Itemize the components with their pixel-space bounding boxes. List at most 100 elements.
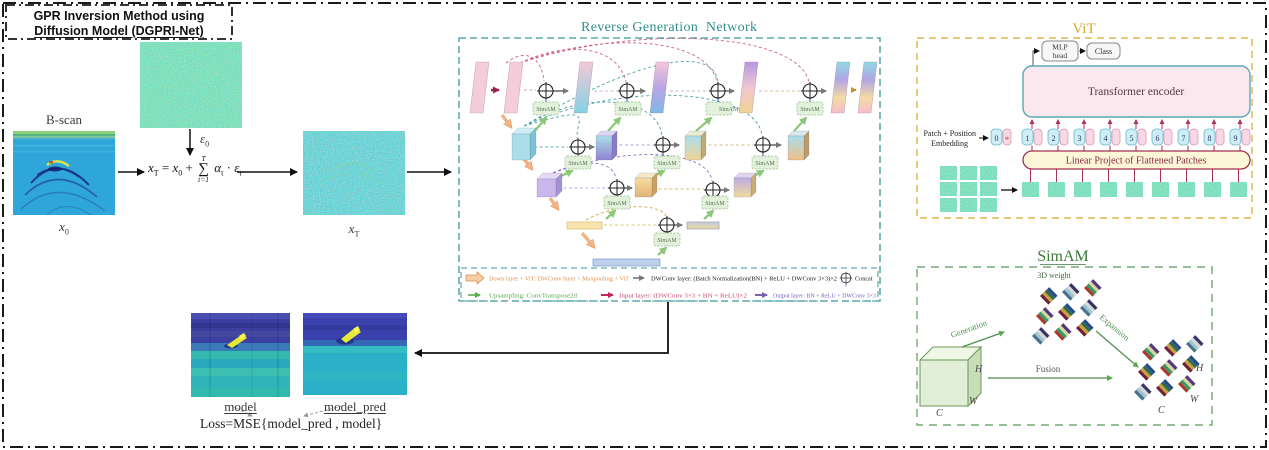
simam-box-label: SimAM [800, 107, 820, 113]
svg-text:0: 0 [995, 134, 999, 143]
simam-box-label: SimAM [568, 161, 588, 167]
token-2: 2 [1047, 128, 1069, 146]
linear-projection-label: Linear Project of Flattened Patches [1066, 156, 1207, 167]
formula-x0: x0 [172, 160, 183, 178]
vit-title: ViT [1072, 21, 1095, 37]
formula-eps: εt [234, 160, 242, 178]
grid-c-label: C [1158, 405, 1165, 416]
mlp-head-box [1041, 40, 1079, 62]
simam-box-label: SimAM [755, 161, 775, 167]
sigma-sum: T ∑ t=1 [198, 154, 210, 184]
simam-box-label: SimAM [719, 107, 739, 113]
model-image [191, 313, 290, 397]
token-3: 3 [1073, 128, 1095, 146]
simam-box-label: SimAM [657, 238, 677, 244]
legend-output-label: Output layer: BN + ReLU + DWConv 3×3 [773, 293, 876, 300]
grid-w-label: W [1190, 394, 1200, 405]
cube-c-label: C [936, 408, 943, 419]
mlp-head-label-2: head [1053, 51, 1067, 60]
modelpred-to-loss-arrow [303, 405, 343, 418]
model-pred-image [303, 313, 407, 395]
token-5: 5 [1125, 128, 1147, 146]
generation-label: Generation [949, 317, 989, 340]
encoder-to-mlp-line [1032, 48, 1040, 66]
patch-position-label-1: Patch + Position [923, 129, 976, 138]
flattened-patch-row [1022, 182, 1247, 197]
token-0: 0 * [990, 128, 1012, 146]
patch-grid [940, 166, 997, 212]
svg-text:4: 4 [1104, 134, 1108, 143]
network-output-elbow-arrow [414, 302, 669, 357]
simam-box-label: SimAM [607, 201, 627, 207]
simam-title: SimAM [1037, 248, 1089, 265]
weight-tile-grid [1032, 279, 1102, 345]
model-to-loss-arrow [231, 405, 253, 417]
noise-image [140, 42, 242, 128]
expansion-label: Expansion [1098, 312, 1132, 343]
level-connectors [524, 89, 801, 226]
token-to-linear-lines [1031, 145, 1241, 151]
model-pred-label: model_pred [323, 399, 387, 414]
network-title: Reverse Generation Network [581, 20, 757, 35]
down-layer-arrow-icon [465, 271, 485, 285]
expansion-arrow [1095, 330, 1139, 368]
simam-boxes: SimAM SimAM SimAM SimAM SimAM SimAM SimA… [532, 101, 824, 247]
token-8: 8 [1203, 128, 1225, 146]
fusion-label: Fusion [1036, 364, 1061, 374]
simam-box-border [916, 266, 1213, 426]
reverse-network-diagram: Reverse Generation Network [458, 20, 881, 302]
vit-panel: ViT MLP head Class Transformer encoder 0… [916, 21, 1253, 219]
bscan-label: B-scan [45, 112, 83, 127]
token-9: 9 [1229, 128, 1251, 146]
simam-box-label: SimAM [536, 107, 556, 113]
conv-arrows [555, 88, 827, 228]
simam-box-label: SimAM [705, 201, 725, 207]
svg-text:5: 5 [1130, 134, 1134, 143]
legend-input-label: Input layer: (DWConv 3×3 + BN + ReLU)×2 [619, 293, 747, 300]
3d-weight-label: 3D weight [1037, 271, 1071, 280]
legend-border [460, 267, 879, 302]
loss-equation: Loss=MSE{model_pred , model} [200, 416, 383, 431]
token-1: 1 [1021, 128, 1043, 146]
network-box-border [458, 37, 881, 302]
token-6: 6 [1151, 128, 1173, 146]
class-token-star: * [1005, 135, 1010, 145]
transformer-encoder-label: Transformer encoder [1088, 86, 1185, 98]
token-row: 0 * 1 2 3 4 5 6 7 8 9 [990, 128, 1251, 146]
token-4: 4 [1099, 128, 1121, 146]
simam-panel: SimAM 3D weight Generation Expansion H W… [916, 248, 1213, 426]
svg-text:1: 1 [1026, 134, 1030, 143]
flow-arrows [118, 129, 669, 357]
figure-title-box: GPR Inversion Method using Diffusion Mod… [6, 9, 232, 39]
patch-position-label-2: Embedding [931, 139, 968, 148]
simam-box-label: SimAM [618, 107, 638, 113]
top-row-slabs [469, 61, 878, 114]
formula-lhs: xT [148, 160, 159, 178]
svg-text:6: 6 [1156, 134, 1160, 143]
cube-w-label: W [969, 396, 979, 407]
diffusion-formula: xT = x0 + T ∑ t=1 αt · εt [148, 154, 242, 184]
svg-text:2: 2 [1052, 134, 1056, 143]
eps0-label: ε0 [200, 131, 210, 149]
feature-cube [918, 345, 983, 408]
xt-label: xT [348, 221, 360, 239]
title-box-border [5, 4, 233, 40]
concat-icon [839, 271, 853, 287]
bscan-image [13, 131, 115, 215]
legend-upsampling-label: Upsampling: ConvTranspose2d [489, 293, 578, 300]
encoder-decoder-blocks [511, 127, 810, 198]
loss-reference-arrows [231, 405, 343, 418]
legend-down-label: Down layer + ViT: DWConv layer + Maxpool… [489, 276, 629, 283]
title-line-1: GPR Inversion Method using [33, 9, 205, 23]
legend-dwconv-label: DWConv layer: (Batch Normalization(BN) +… [651, 276, 837, 283]
class-box [1086, 42, 1121, 60]
transformer-encoder-box [1022, 65, 1251, 118]
title-line-2: Diffusion Model (DGPRI-Net) [34, 24, 204, 38]
svg-text:8: 8 [1208, 134, 1212, 143]
fused-tile-grid [1134, 335, 1204, 401]
svg-text:7: 7 [1182, 134, 1186, 143]
mlp-head-label-1: MLP [1052, 43, 1067, 52]
